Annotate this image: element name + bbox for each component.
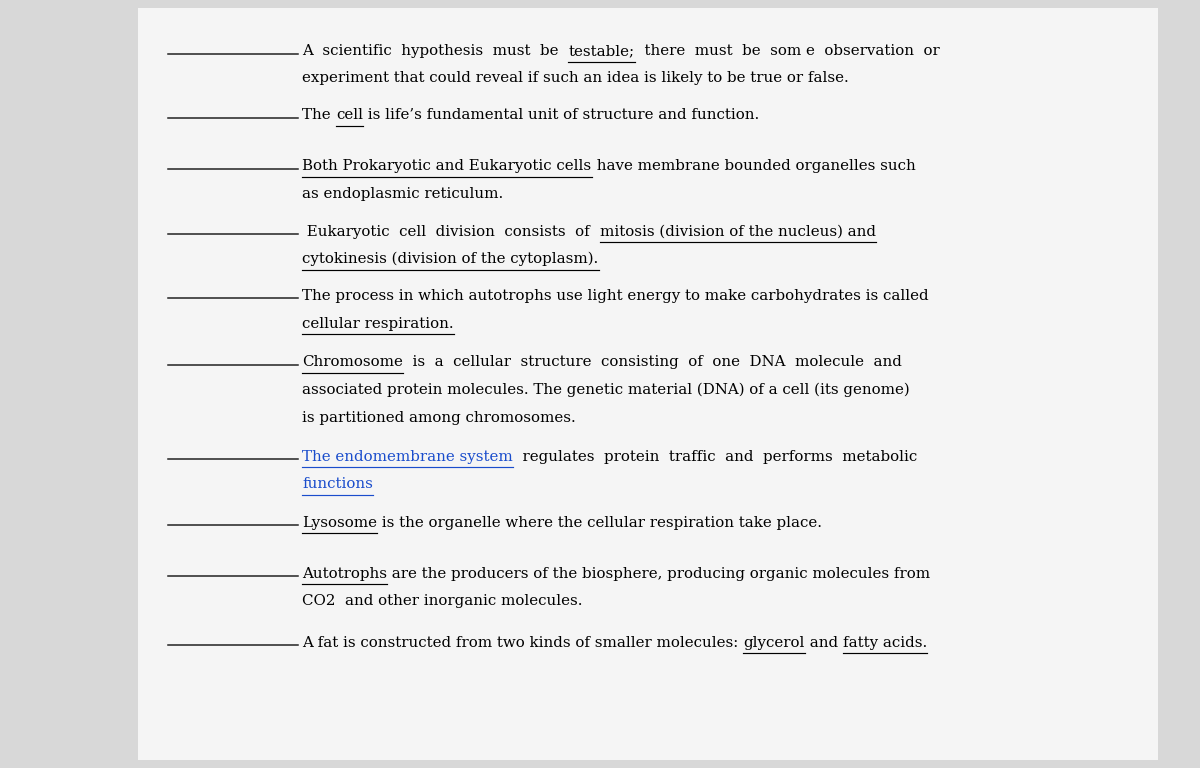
Text: testable;: testable; [569,45,635,58]
Text: cytokinesis (division of the cytoplasm).: cytokinesis (division of the cytoplasm). [302,252,599,266]
Text: Chromosome: Chromosome [302,356,403,369]
Text: Lysosome: Lysosome [302,516,377,530]
Text: functions: functions [302,478,373,492]
Text: CO2  and other inorganic molecules.: CO2 and other inorganic molecules. [302,594,583,608]
Text: The: The [302,108,336,122]
Text: cell: cell [336,108,362,122]
Text: mitosis (division of the nucleus) and: mitosis (division of the nucleus) and [600,225,876,239]
Text: associated protein molecules. The genetic material (DNA) of a cell (its genome): associated protein molecules. The geneti… [302,382,910,397]
Text: are the producers of the biosphere, producing organic molecules from: are the producers of the biosphere, prod… [388,567,930,581]
Text: regulates  protein  traffic  and  performs  metabolic: regulates protein traffic and performs m… [514,450,918,464]
Text: is partitioned among chromosomes.: is partitioned among chromosomes. [302,411,576,425]
Text: is life’s fundamental unit of structure and function.: is life’s fundamental unit of structure … [362,108,760,122]
Text: experiment that could reveal if such an idea is likely to be true or false.: experiment that could reveal if such an … [302,71,850,85]
Text: Both Prokaryotic and Eukaryotic cells: Both Prokaryotic and Eukaryotic cells [302,160,592,174]
Text: The process in which autotrophs use light energy to make carbohydrates is called: The process in which autotrophs use ligh… [302,289,929,303]
Text: there  must  be  som e  observation  or: there must be som e observation or [635,45,940,58]
Text: as endoplasmic reticulum.: as endoplasmic reticulum. [302,187,504,201]
Text: is  a  cellular  structure  consisting  of  one  DNA  molecule  and: is a cellular structure consisting of on… [403,356,902,369]
Text: A  scientific  hypothesis  must  be: A scientific hypothesis must be [302,45,569,58]
Text: A fat is constructed from two kinds of smaller molecules:: A fat is constructed from two kinds of s… [302,636,744,650]
Text: Eukaryotic  cell  division  consists  of: Eukaryotic cell division consists of [302,225,600,239]
Text: is the organelle where the cellular respiration take place.: is the organelle where the cellular resp… [377,516,822,530]
Text: and: and [805,636,842,650]
Text: have membrane bounded organelles such: have membrane bounded organelles such [592,160,916,174]
Text: fatty acids.: fatty acids. [842,636,926,650]
Text: cellular respiration.: cellular respiration. [302,317,454,331]
Text: Autotrophs: Autotrophs [302,567,388,581]
Text: glycerol: glycerol [744,636,805,650]
Text: The endomembrane system: The endomembrane system [302,450,514,464]
